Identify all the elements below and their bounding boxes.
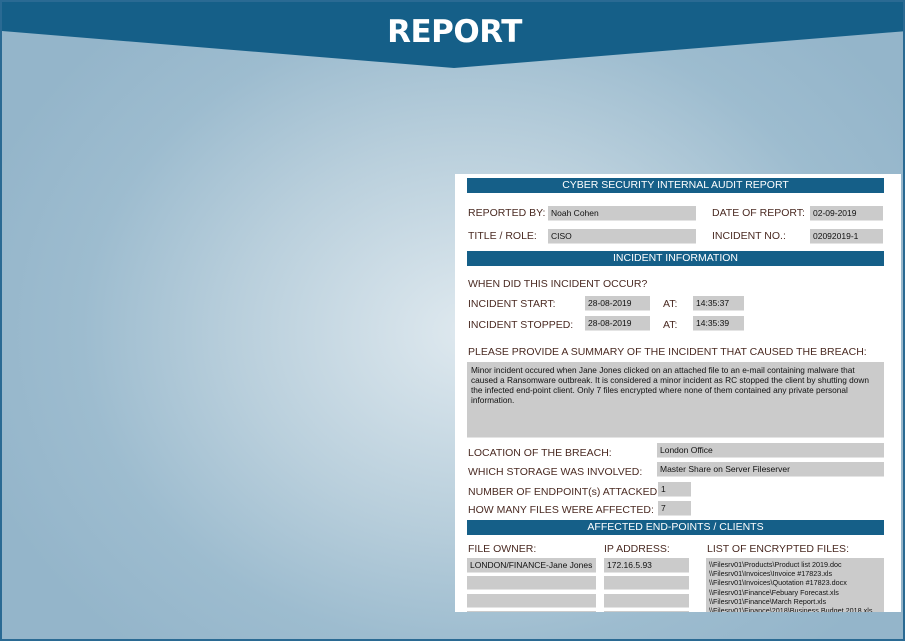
audit-report-document: CYBER SECURITY INTERNAL AUDIT REPORT REP…: [455, 174, 901, 612]
incident-start-label: INCIDENT START:: [468, 298, 556, 310]
encrypted-file-item: \\Filesrv01\Invoices\Quotation #17823.do…: [709, 578, 847, 588]
encrypted-files-label: LIST OF ENCRYPTED FILES:: [707, 543, 849, 555]
encrypted-file-item: \\Filesrv01\Finance\Febuary Forecast.xls: [709, 587, 839, 597]
incident-no-field[interactable]: 02092019-1: [810, 229, 883, 244]
location-field[interactable]: London Office: [657, 443, 884, 458]
ip-address-field[interactable]: [604, 611, 689, 612]
file-owner-field[interactable]: [467, 576, 596, 590]
file-owner-field[interactable]: [467, 594, 596, 608]
encrypted-file-item: \\Filesrv01\Invoices\Invoice #17823.xls: [709, 569, 833, 579]
reported-by-field[interactable]: Noah Cohen: [548, 206, 696, 221]
file-owner-field[interactable]: [467, 611, 596, 612]
title-role-label: TITLE / ROLE:: [468, 230, 537, 242]
when-label: WHEN DID THIS INCIDENT OCCUR?: [468, 278, 648, 290]
date-of-report-label: DATE OF REPORT:: [712, 207, 805, 219]
location-label: LOCATION OF THE BREACH:: [468, 447, 612, 459]
storage-label: WHICH STORAGE WAS INVOLVED:: [468, 466, 643, 478]
section-header-report: CYBER SECURITY INTERNAL AUDIT REPORT: [467, 178, 884, 193]
ip-address-field[interactable]: 172.16.5.93: [604, 558, 689, 573]
incident-no-label: INCIDENT NO.:: [712, 230, 786, 242]
summary-textarea[interactable]: Minor incident occured when Jane Jones c…: [467, 362, 884, 438]
incident-start-date[interactable]: 28-08-2019: [585, 296, 650, 311]
incident-stopped-label: INCIDENT STOPPED:: [468, 319, 574, 331]
file-owner-field[interactable]: LONDON/FINANCE-Jane Jones: [467, 558, 596, 573]
incident-start-time[interactable]: 14:35:37: [693, 296, 744, 311]
start-at-label: AT:: [663, 298, 678, 310]
ip-address-label: IP ADDRESS:: [604, 543, 670, 555]
ip-address-field[interactable]: [604, 576, 689, 590]
encrypted-files-list[interactable]: \\Filesrv01\Products\Product list 2019.d…: [706, 558, 884, 612]
section-header-incident: INCIDENT INFORMATION: [467, 251, 884, 266]
section-header-endpoints: AFFECTED END-POINTS / CLIENTS: [467, 520, 884, 535]
files-affected-label: HOW MANY FILES WERE AFFECTED:: [468, 504, 654, 516]
encrypted-file-item: \\Filesrv01\Products\Product list 2019.d…: [709, 560, 842, 569]
title-banner: [2, 2, 903, 68]
endpoints-field[interactable]: 1: [658, 482, 691, 497]
reported-by-label: REPORTED BY:: [468, 207, 546, 219]
ip-address-field[interactable]: [604, 594, 689, 608]
incident-stopped-date[interactable]: 28-08-2019: [585, 316, 650, 331]
date-of-report-field[interactable]: 02-09-2019: [810, 206, 883, 221]
incident-stopped-time[interactable]: 14:35:39: [693, 316, 744, 331]
storage-field[interactable]: Master Share on Server Fileserver: [657, 462, 884, 477]
page-title: REPORT: [387, 14, 522, 50]
stop-at-label: AT:: [663, 319, 678, 331]
files-affected-field[interactable]: 7: [658, 501, 691, 516]
summary-label: PLEASE PROVIDE A SUMMARY OF THE INCIDENT…: [468, 346, 867, 358]
encrypted-file-item: \\Filesrv01\Finance\2018\Business Budget…: [709, 606, 873, 612]
title-role-field[interactable]: CISO: [548, 229, 696, 244]
endpoints-label: NUMBER OF ENDPOINT(s) ATTACKED:: [468, 486, 661, 498]
file-owner-label: FILE OWNER:: [468, 543, 537, 555]
encrypted-file-item: \\Filesrv01\Finance\March Report.xls: [709, 596, 827, 606]
